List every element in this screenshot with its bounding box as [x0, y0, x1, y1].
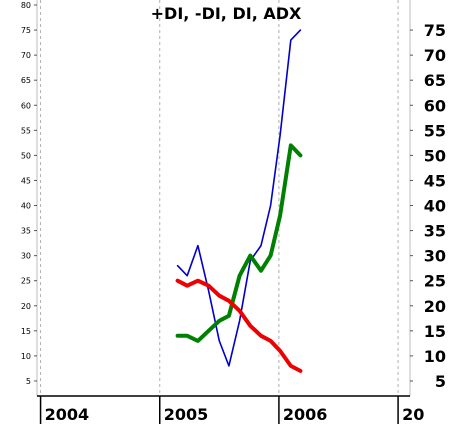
y-tick-label-left: 45	[21, 176, 31, 185]
y-tick-label-left: 80	[21, 1, 31, 10]
y-tick-label-right: 20	[424, 297, 446, 316]
y-tick-label-right: 15	[424, 322, 446, 341]
axes	[34, 0, 413, 424]
tick-labels: 2004 2005 2006 20 5 10 15 20 25 30 35 40 45 50 55 60 65 7…	[21, 1, 446, 424]
y-tick-label-left: 5	[26, 377, 31, 386]
y-tick-label-right: 5	[435, 372, 446, 391]
y-tick-label-left: 70	[21, 51, 31, 60]
y-tick-label-right: 30	[424, 247, 446, 266]
y-tick-label-right: 70	[424, 46, 446, 65]
series-lines	[175, 29, 303, 373]
y-tick-label-left: 20	[21, 302, 31, 311]
y-tick-label-left: 35	[21, 227, 31, 236]
y-tick-label-left: 55	[21, 126, 31, 135]
y-tick-label-right: 40	[424, 197, 446, 216]
y-tick-label-right: 25	[424, 272, 446, 291]
y-tick-label-left: 15	[21, 327, 31, 336]
series-line-0	[176, 29, 302, 367]
x-tick-label: 20	[402, 405, 424, 424]
grid-lines	[40, 0, 399, 396]
y-tick-label-right: 60	[424, 96, 446, 115]
y-tick-label-right: 50	[424, 146, 446, 165]
chart-title: +DI, -DI, DI, ADX	[151, 4, 302, 23]
y-tick-label-left: 30	[21, 252, 31, 261]
x-tick-label: 2005	[164, 405, 209, 424]
y-tick-label-left: 50	[21, 151, 31, 160]
y-tick-label-right: 35	[424, 222, 446, 241]
y-tick-label-left: 60	[21, 101, 31, 110]
y-tick-label-right: 45	[424, 171, 446, 190]
series-line-2	[175, 278, 303, 373]
y-tick-label-right: 65	[424, 71, 446, 90]
x-tick-label: 2004	[45, 405, 90, 424]
y-tick-label-left: 75	[21, 26, 31, 35]
y-tick-label-right: 75	[424, 21, 446, 40]
y-tick-label-left: 65	[21, 76, 31, 85]
y-tick-label-right: 10	[424, 347, 446, 366]
y-tick-label-left: 10	[21, 352, 31, 361]
x-tick-label: 2006	[283, 405, 328, 424]
y-tick-label-left: 40	[21, 202, 31, 211]
y-tick-label-left: 25	[21, 277, 31, 286]
y-tick-label-right: 55	[424, 121, 446, 140]
series-line-1	[175, 143, 303, 343]
